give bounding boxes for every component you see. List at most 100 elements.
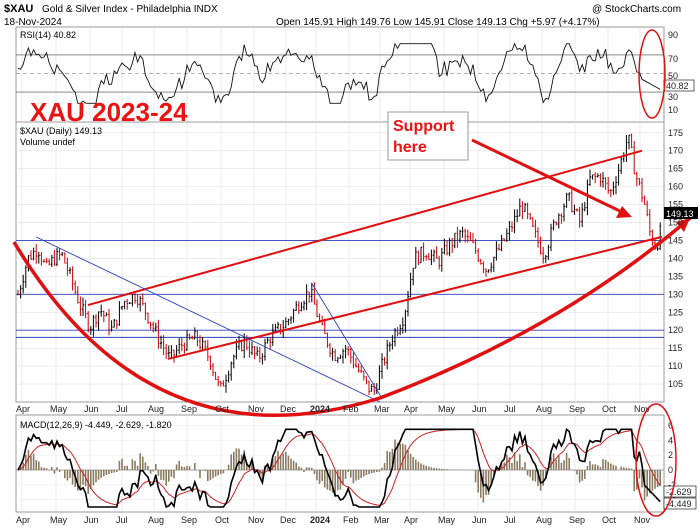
macd-panel xyxy=(15,414,665,513)
annotation-title: XAU 2023-24 xyxy=(30,97,188,127)
x-axis-label: Nov xyxy=(634,515,651,525)
price-tick: 170 xyxy=(668,146,683,156)
rsi-tick: 30 xyxy=(668,92,678,102)
x-axis-label: Nov xyxy=(248,404,265,414)
x-axis-label: Oct xyxy=(215,515,230,525)
x-axis-label: Jun xyxy=(472,515,487,525)
price-panel xyxy=(15,121,665,403)
x-axis-label: Apr xyxy=(404,404,418,414)
index-name: Gold & Silver Index - Philadelphia INDX xyxy=(42,4,218,15)
price-tick: 135 xyxy=(668,271,683,281)
x-axis-label: Feb xyxy=(343,515,359,525)
x-axis-label: Nov xyxy=(634,404,651,414)
x-axis-label: Nov xyxy=(248,515,265,525)
macd-label: MACD(12,26,9) -4.449, -2.629, -1.820 xyxy=(20,420,172,430)
macd-tick: 4 xyxy=(668,435,673,445)
x-axis-label: Mar xyxy=(374,515,390,525)
rsi-ticks: 90 70 50 30 10 xyxy=(668,30,678,115)
x-axis-label: May xyxy=(438,515,456,525)
x-axis-label: Aug xyxy=(148,404,164,414)
x-axis-label: Mar xyxy=(374,404,390,414)
x-axis-label: May xyxy=(50,404,68,414)
x-axis-label: Sep xyxy=(569,515,585,525)
rsi-highlight-ellipse xyxy=(638,29,666,119)
volume-label: Volume undef xyxy=(20,137,76,147)
x-axis-label: Jul xyxy=(504,404,516,414)
macd-lines xyxy=(17,427,662,509)
price-tick: 115 xyxy=(668,343,682,353)
grid xyxy=(16,27,664,512)
price-tick: 125 xyxy=(668,307,683,317)
x-axis-label: Sep xyxy=(181,404,197,414)
macd-value-tag: -4.449 xyxy=(666,499,692,509)
support-arrow xyxy=(471,138,625,215)
rsi-tick: 70 xyxy=(668,54,678,64)
support-text-line1: Support xyxy=(393,118,455,135)
x-axis-label: 2024 xyxy=(310,404,330,414)
x-axis-label: Aug xyxy=(536,515,552,525)
rsi-tick: 10 xyxy=(668,105,678,115)
x-axis-label: Apr xyxy=(16,515,30,525)
price-tick: 130 xyxy=(668,289,683,299)
x-axis-label: Jun xyxy=(84,515,99,525)
macd-tick: 6 xyxy=(668,421,673,431)
x-axis-label: Jul xyxy=(504,515,516,525)
x-axis-labels: Apr Apr May May Jun Jun Jul Jul Aug Aug Sep Sep Oct O… xyxy=(16,404,651,525)
macd-line xyxy=(17,427,661,509)
support-text-line2: here xyxy=(393,139,427,156)
x-axis-label: 2024 xyxy=(310,515,330,525)
price-tick: 145 xyxy=(668,235,683,245)
x-axis-label: Apr xyxy=(404,515,418,525)
downtrend-line xyxy=(311,283,383,399)
macd-tick: 0 xyxy=(668,465,673,475)
price-tick: 155 xyxy=(668,200,683,210)
price-tick: 150 xyxy=(668,218,683,228)
price-tick: 175 xyxy=(668,128,683,138)
x-axis-label: Sep xyxy=(569,404,585,414)
rsi-tick: 90 xyxy=(668,30,678,40)
price-tick: 165 xyxy=(668,164,683,174)
cup-arc-arrowhead xyxy=(676,218,690,232)
macd-signal-tag: -2.629 xyxy=(666,487,692,497)
x-axis-label: Apr xyxy=(16,404,30,414)
x-axis-label: Oct xyxy=(602,404,617,414)
price-label: $XAU (Daily) 149.13 xyxy=(20,126,102,136)
x-axis-label: May xyxy=(50,515,68,525)
x-axis-label: Dec xyxy=(280,515,297,525)
rsi-line xyxy=(17,42,661,104)
price-tick: 110 xyxy=(668,361,682,371)
chart-date: 18-Nov-2024 xyxy=(4,17,62,28)
x-axis-label: Jun xyxy=(84,404,99,414)
ohlc-readout: Open 145.91 High 149.76 Low 145.91 Close… xyxy=(276,17,600,28)
support-arrowhead xyxy=(616,206,632,218)
price-tick: 120 xyxy=(668,325,683,335)
support-box xyxy=(387,111,469,161)
rsi-label: RSI(14) 40.82 xyxy=(20,30,76,40)
macd-tick: -2 xyxy=(668,480,676,490)
macd-signal-line xyxy=(17,428,661,506)
downtrend-line xyxy=(35,236,381,403)
price-ticks: 175 170 165 160 155 150 145 140 135 130 125 120 115 1… xyxy=(668,128,683,389)
price-value-tag: 149.13 xyxy=(666,209,694,219)
x-axis-label: Dec xyxy=(280,404,297,414)
price-candles xyxy=(17,133,662,395)
trendlines xyxy=(12,138,692,417)
x-axis-label: Aug xyxy=(148,515,164,525)
channel-lower-line xyxy=(167,235,663,360)
x-axis-label: Sep xyxy=(181,515,197,525)
rsi-path xyxy=(17,42,661,104)
macd-highlight-ellipse xyxy=(635,403,677,517)
x-axis-label: Feb xyxy=(343,404,359,414)
watermark: @ StockCharts.com xyxy=(592,4,681,15)
rsi-tick: 50 xyxy=(668,71,678,81)
x-axis-label: Jul xyxy=(116,404,128,414)
price-tick: 105 xyxy=(668,379,683,389)
x-axis-label: Jun xyxy=(472,404,487,414)
x-axis-label: Oct xyxy=(602,515,617,525)
x-axis-label: Jul xyxy=(116,515,128,525)
symbol: $XAU xyxy=(4,3,33,15)
price-tick: 160 xyxy=(668,182,683,192)
rsi-value-tag: 40.82 xyxy=(666,81,689,91)
